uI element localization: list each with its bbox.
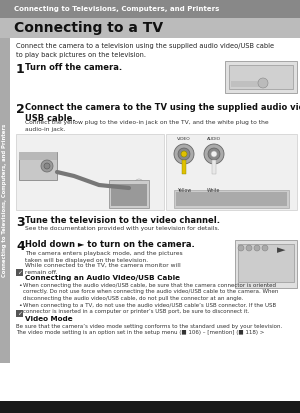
Circle shape	[258, 78, 268, 88]
Text: Be sure that the camera’s video mode setting conforms to the standard used by yo: Be sure that the camera’s video mode set…	[16, 324, 282, 335]
Text: 3: 3	[16, 216, 25, 229]
Text: White: White	[207, 188, 221, 193]
Text: When connecting to a TV, do not use the audio video/USB cable’s USB connector. I: When connecting to a TV, do not use the …	[23, 303, 276, 314]
Text: Connecting to a TV: Connecting to a TV	[14, 21, 163, 35]
Text: 2: 2	[16, 103, 25, 116]
Text: VIDEO: VIDEO	[177, 137, 191, 141]
Bar	[231, 81, 259, 87]
Bar	[19, 152, 57, 160]
Circle shape	[41, 160, 53, 172]
Text: Video Mode: Video Mode	[25, 316, 73, 322]
Circle shape	[208, 148, 220, 160]
Text: Connecting an Audio Video/USB Cable: Connecting an Audio Video/USB Cable	[25, 275, 180, 281]
Bar	[0, 401, 300, 413]
Circle shape	[211, 151, 217, 157]
Circle shape	[181, 151, 187, 157]
Bar	[212, 160, 216, 174]
Circle shape	[238, 245, 244, 251]
Text: Connect the camera to a television using the supplied audio video/USB cable
to p: Connect the camera to a television using…	[16, 43, 274, 57]
Text: The camera enters playback mode, and the pictures
taken will be displayed on the: The camera enters playback mode, and the…	[25, 251, 183, 263]
Circle shape	[204, 144, 224, 164]
Bar	[109, 180, 149, 208]
Text: Connecting to Televisions, Computers, and Printers: Connecting to Televisions, Computers, an…	[14, 6, 219, 12]
Text: 1: 1	[16, 63, 25, 76]
Text: Tune the television to the video channel.: Tune the television to the video channel…	[25, 216, 220, 225]
Text: Yellow: Yellow	[177, 188, 191, 193]
Bar	[182, 160, 186, 174]
Bar	[16, 269, 23, 276]
Text: 4: 4	[16, 240, 25, 253]
Circle shape	[44, 163, 50, 169]
Text: Connecting to Televisions, Computers, and Printers: Connecting to Televisions, Computers, an…	[2, 124, 8, 277]
Bar	[111, 184, 147, 206]
Circle shape	[254, 245, 260, 251]
Circle shape	[135, 179, 143, 187]
Bar	[16, 134, 164, 210]
Bar	[229, 65, 293, 89]
Bar	[16, 310, 23, 317]
Bar	[0, 0, 300, 18]
Text: When connecting the audio video/USB cable, be sure that the camera connector is : When connecting the audio video/USB cabl…	[23, 283, 278, 301]
Text: ✓: ✓	[17, 311, 22, 316]
Bar	[19, 152, 57, 180]
Text: ✓: ✓	[17, 270, 22, 275]
Text: While connected to the TV, the camera monitor will
remain off.: While connected to the TV, the camera mo…	[25, 263, 181, 275]
Bar	[166, 134, 297, 210]
Text: Connect the yellow plug to the video-in jack on the TV, and the white plug to th: Connect the yellow plug to the video-in …	[25, 120, 268, 132]
Bar	[174, 190, 289, 208]
Bar	[0, 38, 10, 363]
Circle shape	[126, 183, 136, 193]
Bar	[176, 192, 287, 206]
Text: Hold down ► to turn on the camera.: Hold down ► to turn on the camera.	[25, 240, 195, 249]
Circle shape	[174, 144, 194, 164]
Text: Connect the camera to the TV using the supplied audio video/
USB cable.: Connect the camera to the TV using the s…	[25, 103, 300, 123]
Text: See the documentation provided with your television for details.: See the documentation provided with your…	[25, 226, 220, 231]
Circle shape	[178, 148, 190, 160]
Bar	[235, 240, 297, 288]
Bar	[225, 61, 297, 93]
Text: Turn off the camera.: Turn off the camera.	[25, 63, 122, 72]
Circle shape	[262, 245, 268, 251]
Text: •: •	[18, 303, 22, 308]
Text: •: •	[18, 283, 22, 288]
Bar	[238, 244, 294, 282]
Bar	[0, 18, 300, 38]
Text: AUDIO: AUDIO	[207, 137, 221, 141]
Text: ►: ►	[277, 245, 286, 255]
Circle shape	[246, 245, 252, 251]
